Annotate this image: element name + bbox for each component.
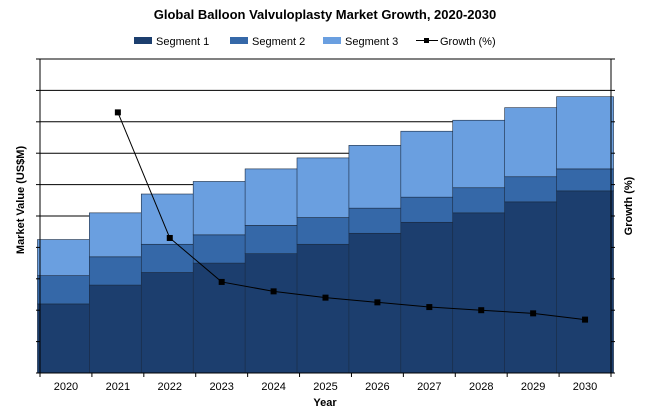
axes — [36, 58, 615, 377]
bar-segment-3 — [244, 168, 303, 226]
x-tick-label: 2028 — [469, 381, 493, 393]
legend-swatch-2 — [230, 37, 248, 44]
bar-segment-1 — [37, 303, 95, 374]
bar-segment-2 — [140, 243, 199, 273]
growth-line-path — [117, 112, 586, 321]
bar-segment-1 — [140, 272, 199, 374]
bar-segment-2 — [348, 207, 407, 234]
x-tick-labels: 2020 2021 2022 2023 2024 2025 2026 2027 2028 2029… — [54, 381, 598, 393]
x-tick-label: 2024 — [261, 381, 285, 393]
x-tick-label: 2022 — [158, 381, 182, 393]
growth-line — [114, 109, 589, 323]
growth-point — [166, 234, 173, 241]
legend-swatch-3 — [323, 37, 341, 44]
legend-label-2: Segment 2 — [252, 36, 305, 48]
bar-segment-2 — [244, 225, 303, 254]
legend-label-4: Growth (%) — [440, 36, 496, 48]
bar-segment-1 — [504, 201, 562, 374]
bar-segment-3 — [400, 130, 459, 198]
x-tick-label: 2025 — [313, 381, 337, 393]
y-axis-label: Market Value (US$M) — [15, 146, 27, 255]
bar-segment-3 — [348, 145, 407, 209]
bar-segment-3 — [89, 212, 147, 258]
growth-point — [426, 304, 433, 311]
bars — [37, 96, 614, 374]
x-tick-label: 2020 — [54, 381, 78, 393]
growth-point — [582, 316, 589, 323]
bar-segment-2 — [556, 168, 614, 192]
bar-segment-2 — [452, 187, 511, 214]
bar-segment-3 — [37, 239, 95, 276]
legend-marker — [424, 38, 429, 43]
bar-segment-1 — [400, 221, 459, 374]
growth-point — [114, 109, 121, 116]
bar-segment-2 — [192, 234, 251, 264]
bar-segment-3 — [452, 119, 511, 189]
y2-axis-label: Growth (%) — [623, 176, 635, 235]
bar-segment-1 — [452, 212, 511, 374]
growth-point — [478, 307, 485, 314]
growth-point — [374, 299, 381, 306]
bar-segment-2 — [89, 256, 147, 286]
bar-segment-1 — [296, 243, 355, 374]
bar-segment-3 — [192, 181, 251, 236]
bar-segment-1 — [556, 190, 614, 374]
bar-segment-3 — [504, 107, 562, 178]
growth-point — [530, 310, 537, 317]
legend-label-3: Segment 3 — [345, 36, 398, 48]
bar-segment-2 — [504, 176, 562, 203]
growth-point — [270, 288, 277, 295]
x-tick-label: 2023 — [209, 381, 233, 393]
x-tick-label: 2027 — [417, 381, 441, 393]
x-tick-label: 2030 — [573, 381, 597, 393]
bar-segment-2 — [400, 196, 459, 223]
bar-segment-1 — [89, 284, 147, 374]
growth-point — [218, 278, 225, 285]
legend-swatch-1 — [134, 37, 152, 44]
bar-segment-3 — [296, 157, 355, 218]
legend-label-1: Segment 1 — [156, 36, 209, 48]
x-tick-label: 2029 — [521, 381, 545, 393]
bar-segment-3 — [556, 96, 614, 170]
x-tick-label: 2021 — [106, 381, 130, 393]
bar-segment-2 — [37, 275, 95, 305]
growth-point — [322, 294, 329, 301]
bar-segment-2 — [296, 217, 355, 245]
bar-segment-1 — [244, 253, 303, 374]
x-tick-label: 2026 — [365, 381, 389, 393]
x-axis-label: Year — [313, 397, 337, 409]
legend: Segment 1 Segment 2 Segment 3 Growth (%) — [134, 36, 496, 48]
chart-title: Global Balloon Valvuloplasty Market Grow… — [154, 7, 496, 22]
